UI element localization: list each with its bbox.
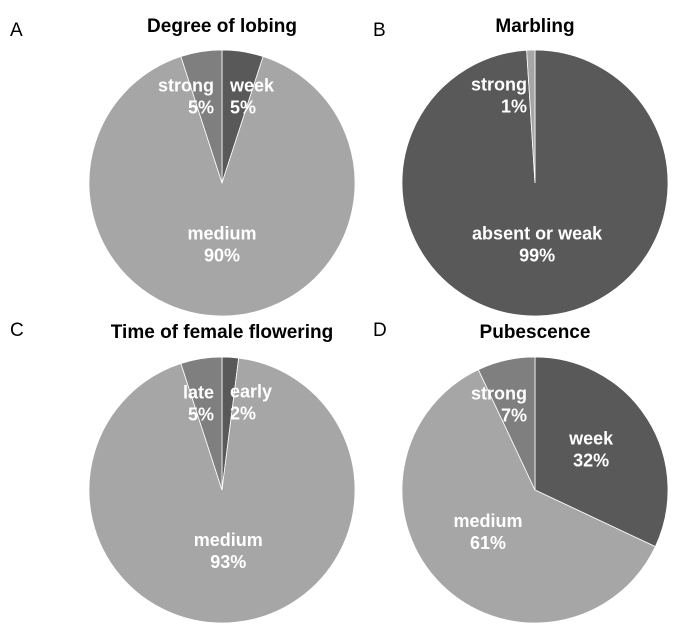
slice-category: medium: [194, 530, 263, 550]
slice-value: 5%: [188, 98, 214, 118]
slice-label: strong 7%: [471, 384, 527, 426]
slice-label: medium 90%: [187, 224, 256, 266]
slice-category: strong: [471, 384, 527, 404]
pie-slice: [180, 356, 223, 491]
slice-category: week: [229, 76, 275, 96]
slice-value: 2%: [230, 404, 256, 424]
panel-label: C: [10, 320, 24, 341]
slice-label: medium 93%: [194, 530, 263, 572]
slice-value: 90%: [204, 246, 240, 266]
slice-category: absent or weak: [472, 223, 603, 243]
slice-value: 1%: [501, 97, 527, 117]
pie-slice: [180, 49, 223, 184]
slice-value: 5%: [230, 98, 256, 118]
slice-label: week 5%: [229, 76, 275, 118]
slice-label: medium 61%: [453, 511, 522, 553]
slice-label: late 5%: [183, 383, 214, 425]
slice-category: medium: [187, 224, 256, 244]
slice-category: early: [230, 382, 272, 402]
slice-category: strong: [471, 75, 527, 95]
slice-label: week 32%: [568, 428, 614, 470]
slice-label: absent or weak 99%: [472, 223, 603, 265]
slice-label: strong 1%: [471, 75, 527, 117]
slice-label: early 2%: [230, 382, 272, 424]
chart-title: Marbling: [495, 16, 574, 37]
pie-slice: [526, 49, 536, 184]
slice-value: 61%: [470, 533, 506, 553]
pie-slice: [88, 357, 356, 624]
slice-category: medium: [453, 511, 522, 531]
slice-category: strong: [158, 76, 214, 96]
chart-title: Pubescence: [480, 322, 591, 343]
slice-category: late: [183, 383, 214, 403]
pie-slice: [88, 56, 356, 317]
chart-title: Degree of lobing: [147, 16, 297, 37]
slice-category: week: [568, 428, 614, 448]
slice-value: 99%: [519, 245, 555, 265]
chart-title: Time of female flowering: [111, 322, 333, 343]
slice-value: 7%: [501, 406, 527, 426]
pie-slice: [477, 356, 536, 491]
pie-slice: [534, 356, 669, 548]
pie-slice: [401, 369, 656, 624]
panel-label: B: [373, 20, 386, 41]
slice-label: strong 5%: [158, 76, 214, 118]
slice-value: 93%: [210, 552, 246, 572]
panel-label: D: [373, 320, 387, 341]
slice-value: 5%: [188, 405, 214, 425]
slice-value: 32%: [573, 450, 609, 470]
panel-label: A: [10, 20, 23, 41]
